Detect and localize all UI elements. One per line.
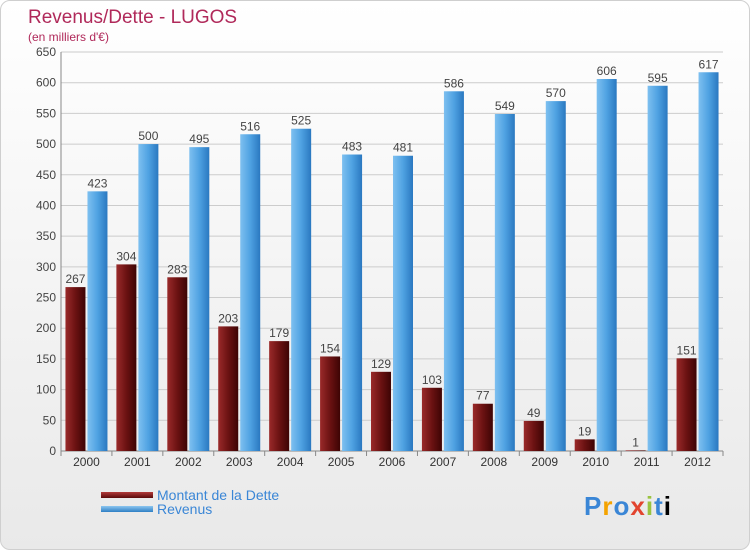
x-tick-label: 2008 — [480, 455, 507, 469]
data-label-dette: 1 — [632, 435, 639, 449]
y-tick-label: 500 — [36, 137, 56, 151]
x-tick-label: 2009 — [531, 455, 558, 469]
y-tick-label: 150 — [36, 352, 56, 366]
data-label-revenus: 570 — [546, 86, 566, 100]
data-label-revenus: 595 — [648, 71, 668, 85]
y-tick-label: 100 — [36, 383, 56, 397]
data-label-revenus: 606 — [597, 64, 617, 78]
bar-revenus — [189, 147, 210, 451]
bar-dette — [574, 439, 595, 451]
legend-label-revenus: Revenus — [157, 501, 213, 517]
bar-dette — [116, 264, 137, 451]
chart-subtitle: (en milliers d'€) — [28, 30, 109, 44]
x-tick-label: 2010 — [582, 455, 609, 469]
bar-dette — [65, 287, 86, 451]
bar-revenus — [545, 101, 566, 451]
bar-dette — [320, 356, 341, 451]
x-tick-label: 2001 — [124, 455, 151, 469]
data-label-revenus: 483 — [342, 140, 362, 154]
y-tick-label: 450 — [36, 168, 56, 182]
data-label-revenus: 495 — [189, 132, 209, 146]
x-tick-label: 2004 — [277, 455, 304, 469]
bar-revenus — [138, 144, 159, 452]
data-label-dette: 283 — [167, 262, 187, 276]
data-label-dette: 267 — [65, 272, 85, 286]
data-label-revenus: 525 — [291, 114, 311, 128]
bar-revenus — [87, 191, 108, 451]
data-label-dette: 103 — [422, 373, 442, 387]
legend-swatch-dette — [101, 492, 153, 498]
data-label-dette: 304 — [116, 249, 136, 263]
y-tick-label: 350 — [36, 229, 56, 243]
legend-item-revenus: Revenus — [101, 501, 212, 517]
data-label-dette: 77 — [476, 389, 490, 403]
bar-dette — [269, 341, 290, 451]
data-label-dette: 154 — [320, 341, 340, 355]
data-label-revenus: 481 — [393, 141, 413, 155]
bar-revenus — [494, 113, 515, 451]
y-tick-label: 200 — [36, 321, 56, 335]
bar-dette — [523, 420, 544, 451]
data-label-revenus: 586 — [444, 76, 464, 90]
x-tick-label: 2003 — [226, 455, 253, 469]
data-label-dette: 129 — [371, 357, 391, 371]
legend-swatch-revenus — [101, 506, 153, 512]
data-label-revenus: 423 — [87, 176, 107, 190]
y-tick-label: 550 — [36, 106, 56, 120]
legend-label-dette: Montant de la Dette — [157, 487, 280, 503]
x-tick-label: 2012 — [684, 455, 711, 469]
data-label-dette: 151 — [677, 343, 697, 357]
data-label-dette: 179 — [269, 326, 289, 340]
y-tick-label: 0 — [49, 444, 56, 458]
data-label-revenus: 617 — [699, 57, 719, 71]
bar-dette — [421, 387, 442, 451]
bar-revenus — [291, 128, 312, 451]
x-tick-label: 2002 — [175, 455, 202, 469]
chart-title: Revenus/Dette - LUGOS — [28, 7, 238, 28]
bar-revenus — [443, 91, 464, 451]
bar-dette — [676, 358, 697, 451]
bar-dette — [371, 371, 391, 451]
bar-dette — [167, 277, 188, 451]
y-tick-label: 400 — [36, 198, 56, 212]
x-tick-label: 2005 — [328, 455, 355, 469]
legend-item-dette: Montant de la Dette — [101, 487, 279, 503]
y-tick-label: 50 — [43, 413, 57, 427]
y-tick-label: 250 — [36, 291, 56, 305]
bar-dette — [625, 450, 646, 451]
bar-dette — [218, 326, 239, 451]
x-tick-label: 2011 — [634, 455, 660, 469]
data-label-dette: 203 — [218, 311, 238, 325]
bar-revenus — [240, 134, 261, 452]
bar-revenus — [393, 155, 413, 452]
data-label-revenus: 549 — [495, 99, 515, 113]
y-tick-label: 300 — [36, 260, 56, 274]
data-label-dette: 19 — [578, 424, 592, 438]
bar-revenus — [342, 154, 363, 451]
x-tick-label: 2006 — [379, 455, 406, 469]
y-tick-label: 650 — [36, 45, 56, 59]
y-tick-label: 600 — [36, 76, 56, 90]
proxiti-logo: Proxiti — [584, 491, 672, 521]
x-tick-label: 2000 — [73, 455, 100, 469]
data-label-dette: 49 — [527, 406, 541, 420]
bar-revenus — [596, 79, 617, 452]
data-label-revenus: 516 — [240, 119, 260, 133]
x-tick-label: 2007 — [430, 455, 457, 469]
bar-dette — [472, 403, 493, 451]
bar-revenus — [698, 72, 719, 451]
data-label-revenus: 500 — [138, 129, 158, 143]
bar-revenus — [647, 85, 668, 451]
